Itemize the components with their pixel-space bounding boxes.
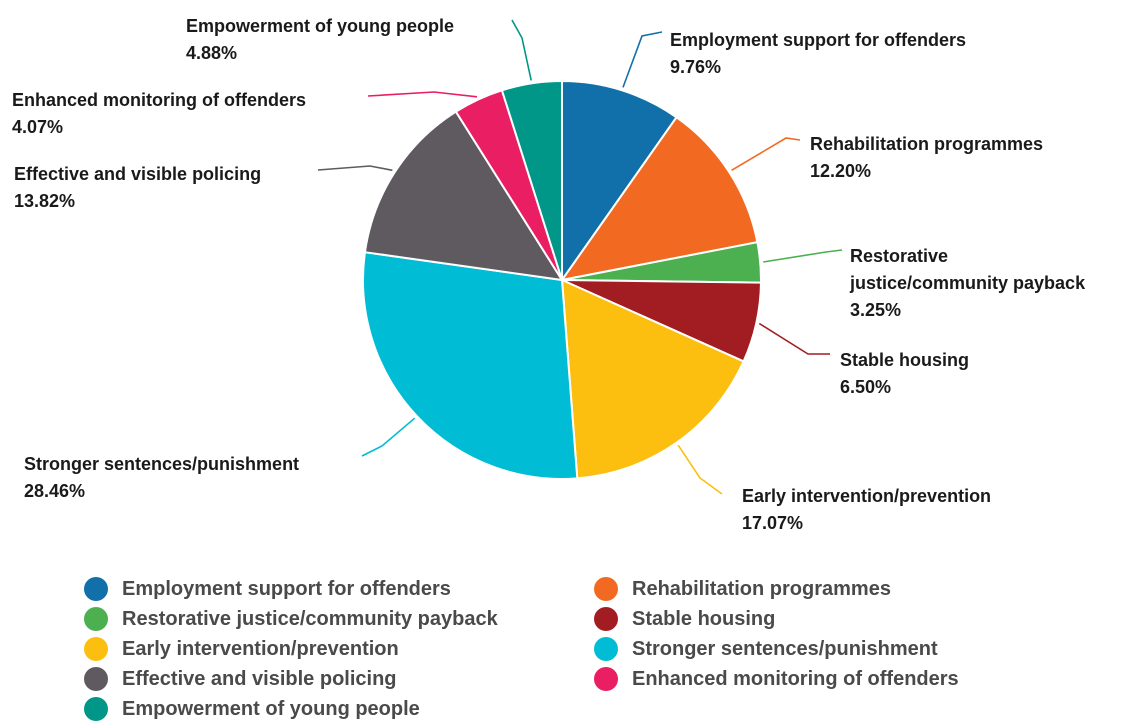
slice-value-label: 4.88% [186,43,237,63]
slice-value-label: 4.07% [12,117,63,137]
slice-label: Enhanced monitoring of offenders [12,90,306,110]
slice-label: Restorative [850,246,948,266]
slice-label: Early intervention/prevention [742,486,991,506]
slice-label: justice/community payback [849,273,1086,293]
slice-label: Effective and visible policing [14,164,261,184]
legend-label: Stable housing [632,607,776,630]
pie-slice [561,79,678,284]
slice-label: Stable housing [840,350,969,370]
pie-slice [363,110,564,282]
leader-line [763,249,843,263]
legend-swatch [594,607,618,631]
slice-label: Empowerment of young people [186,16,454,36]
legend-item: Effective and visible policing [84,664,594,694]
legend-item: Stable housing [594,604,1014,634]
legend-label: Restorative justice/community payback [122,607,498,630]
leader-line [731,137,801,171]
legend-swatch [84,697,108,721]
leader-line [758,322,830,355]
legend-item: Early intervention/prevention [84,634,594,664]
leader-line [677,444,723,495]
pie-slice [362,251,579,480]
legend: Employment support for offenders Rehabil… [84,574,1084,722]
pie-slice [559,115,759,282]
legend-item: Stronger sentences/punishment [594,634,1014,664]
legend-label: Employment support for offenders [122,577,451,600]
legend-item: Rehabilitation programmes [594,574,1014,604]
slice-value-label: 9.76% [670,57,721,77]
legend-label: Stronger sentences/punishment [632,637,938,660]
legend-item: Restorative justice/community payback [84,604,594,634]
legend-item: Employment support for offenders [84,574,594,604]
slice-value-label: 12.20% [810,161,871,181]
leader-line [317,165,393,172]
leader-line [511,19,532,81]
pie-slice [500,79,563,281]
slice-label: Stronger sentences/punishment [24,454,299,474]
pie-chart: Employment support for offenders 9.76% Reh… [12,16,1086,533]
slice-label: Employment support for offenders [670,30,966,50]
pie-slice [560,278,745,480]
legend-swatch [594,577,618,601]
slice-value-label: 28.46% [24,481,85,501]
legend-item: Empowerment of young people [84,694,594,722]
legend-swatch [84,607,108,631]
leader-line [622,31,663,88]
legend-swatch [594,667,618,691]
leader-line [367,91,478,98]
legend-label: Empowerment of young people [122,697,420,720]
slice-value-label: 3.25% [850,300,901,320]
leader-line [361,417,416,457]
legend-swatch [84,577,108,601]
legend-swatch [84,637,108,661]
legend-item: Enhanced monitoring of offenders [594,664,1014,694]
legend-swatch [84,667,108,691]
legend-label: Rehabilitation programmes [632,577,891,600]
slice-value-label: 17.07% [742,513,803,533]
slice-value-label: 13.82% [14,191,75,211]
legend-label: Early intervention/prevention [122,637,399,660]
legend-label: Effective and visible policing [122,667,397,690]
legend-label: Enhanced monitoring of offenders [632,667,959,690]
slice-value-label: 6.50% [840,377,891,397]
legend-swatch [594,637,618,661]
slice-label: Rehabilitation programmes [810,134,1043,154]
